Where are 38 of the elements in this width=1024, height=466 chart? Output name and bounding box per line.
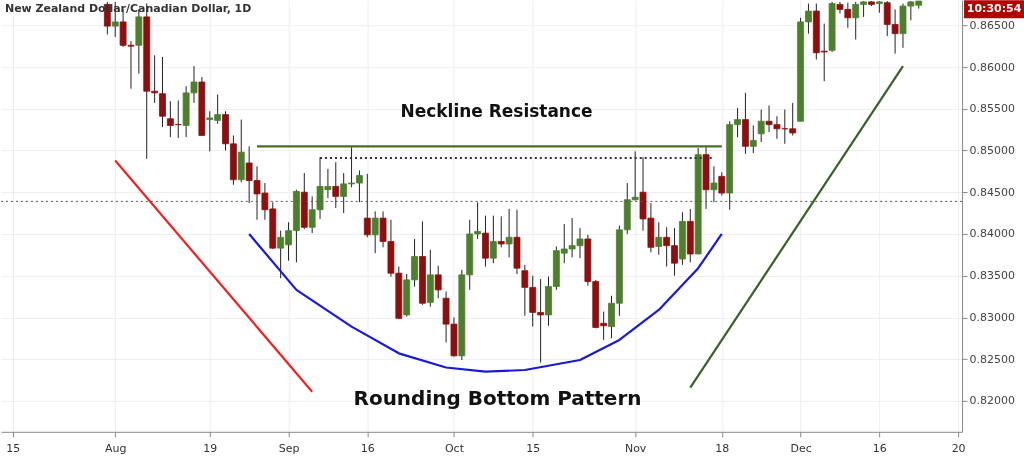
y-tick-label: 0.85000: [969, 143, 1015, 157]
y-tick-label: 0.82000: [969, 394, 1015, 408]
candlestick: [718, 171, 726, 197]
y-tick-label: 0.84500: [969, 185, 1015, 199]
annotation: Rounding Bottom Pattern: [353, 385, 642, 410]
candlestick: [655, 221, 663, 256]
y-tick-label: 0.83500: [969, 269, 1015, 283]
candlestick: [505, 208, 513, 258]
x-tick-label: 15: [526, 442, 541, 456]
candlestick: [332, 161, 340, 209]
x-tick-label: Sep: [278, 442, 300, 456]
x-tick-label: 19: [203, 442, 218, 456]
y-tick-label: 0.83000: [969, 310, 1015, 324]
y-tick-label: 0.84000: [969, 227, 1015, 241]
candlestick: [489, 215, 497, 264]
annotation: Neckline Resistance: [400, 101, 593, 122]
x-tick-label: Oct: [444, 442, 465, 456]
x-tick-label: 16: [360, 442, 375, 456]
candlestick: [497, 215, 505, 248]
y-tick-label: 0.82500: [969, 352, 1015, 366]
candlestick: [757, 109, 765, 143]
x-tick-label: 20: [951, 442, 966, 456]
x-tick-label: Nov: [624, 442, 647, 456]
text: 10:30:54: [966, 2, 1022, 16]
x-tick-label: 18: [715, 442, 730, 456]
y-tick-label: 0.86000: [969, 60, 1015, 74]
x-tick-label: Dec: [790, 442, 812, 456]
x-tick-label: 16: [872, 442, 887, 456]
x-tick-label: 15: [6, 442, 21, 456]
candlestick: [371, 210, 379, 254]
candlestick: [710, 165, 718, 203]
candlestick: [434, 265, 442, 299]
candlestick: [363, 173, 371, 238]
y-tick-label: 0.85500: [969, 102, 1015, 116]
x-tick-label: Aug: [105, 442, 127, 456]
line-series: [248, 232, 723, 373]
candlestick: [749, 124, 757, 154]
y-tick-label: 0.86500: [969, 18, 1015, 32]
